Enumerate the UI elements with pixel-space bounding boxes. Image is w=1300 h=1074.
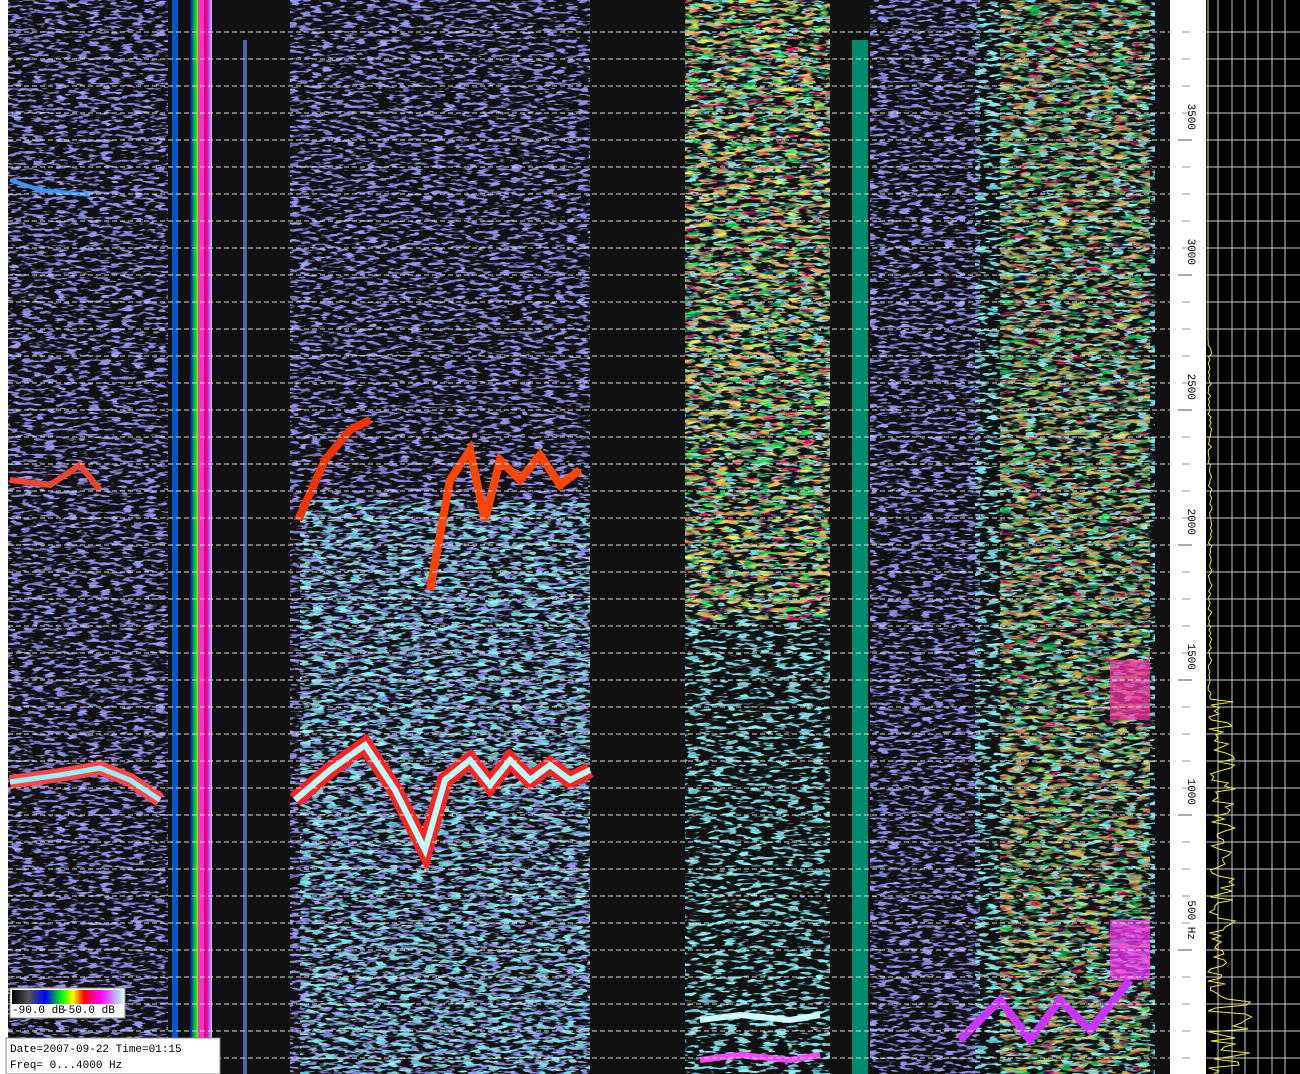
spectrum-window: 500 Hz 1000 1500 2000 2500 3000 3500 -90.0 dB … bbox=[0, 0, 1300, 1074]
y-tick-label: 2000 bbox=[1184, 509, 1196, 535]
noise bbox=[8, 0, 168, 1074]
info-box: Date=2007-09-22 Time=01:15 Freq= 0...400… bbox=[6, 1038, 220, 1074]
y-tick-label: 3500 bbox=[1184, 104, 1196, 130]
signal-trace bbox=[700, 1015, 820, 1020]
y-tick-label: 1000 bbox=[1184, 779, 1196, 805]
noise bbox=[870, 0, 980, 1074]
noise bbox=[1000, 0, 1150, 1074]
spectrum-background bbox=[1206, 0, 1300, 1074]
carrier-line bbox=[243, 40, 247, 1074]
signal-patch bbox=[1110, 660, 1150, 720]
carrier-line bbox=[172, 0, 178, 1074]
date-time: Date=2007-09-22 Time=01:15 bbox=[10, 1044, 182, 1056]
colorbar: -90.0 dB -50.0 dB bbox=[10, 988, 125, 1018]
noise bbox=[685, 0, 830, 620]
spectrogram bbox=[8, 0, 1170, 1074]
y-tick-label: 2500 bbox=[1184, 374, 1196, 400]
colorbar-gradient bbox=[12, 990, 123, 1004]
carrier-line bbox=[852, 40, 868, 1074]
carrier-line bbox=[198, 0, 204, 1074]
frequency-range: Freq= 0...4000 Hz bbox=[10, 1060, 122, 1072]
spectrum-panel bbox=[1206, 0, 1300, 1074]
colorbar-label: -90.0 dB bbox=[12, 1005, 65, 1017]
y-tick-label: 1500 bbox=[1184, 644, 1196, 670]
colorbar-label: -50.0 dB bbox=[62, 1005, 115, 1017]
y-tick-label: 3000 bbox=[1184, 239, 1196, 265]
y-tick-label: 500 Hz bbox=[1184, 900, 1196, 940]
